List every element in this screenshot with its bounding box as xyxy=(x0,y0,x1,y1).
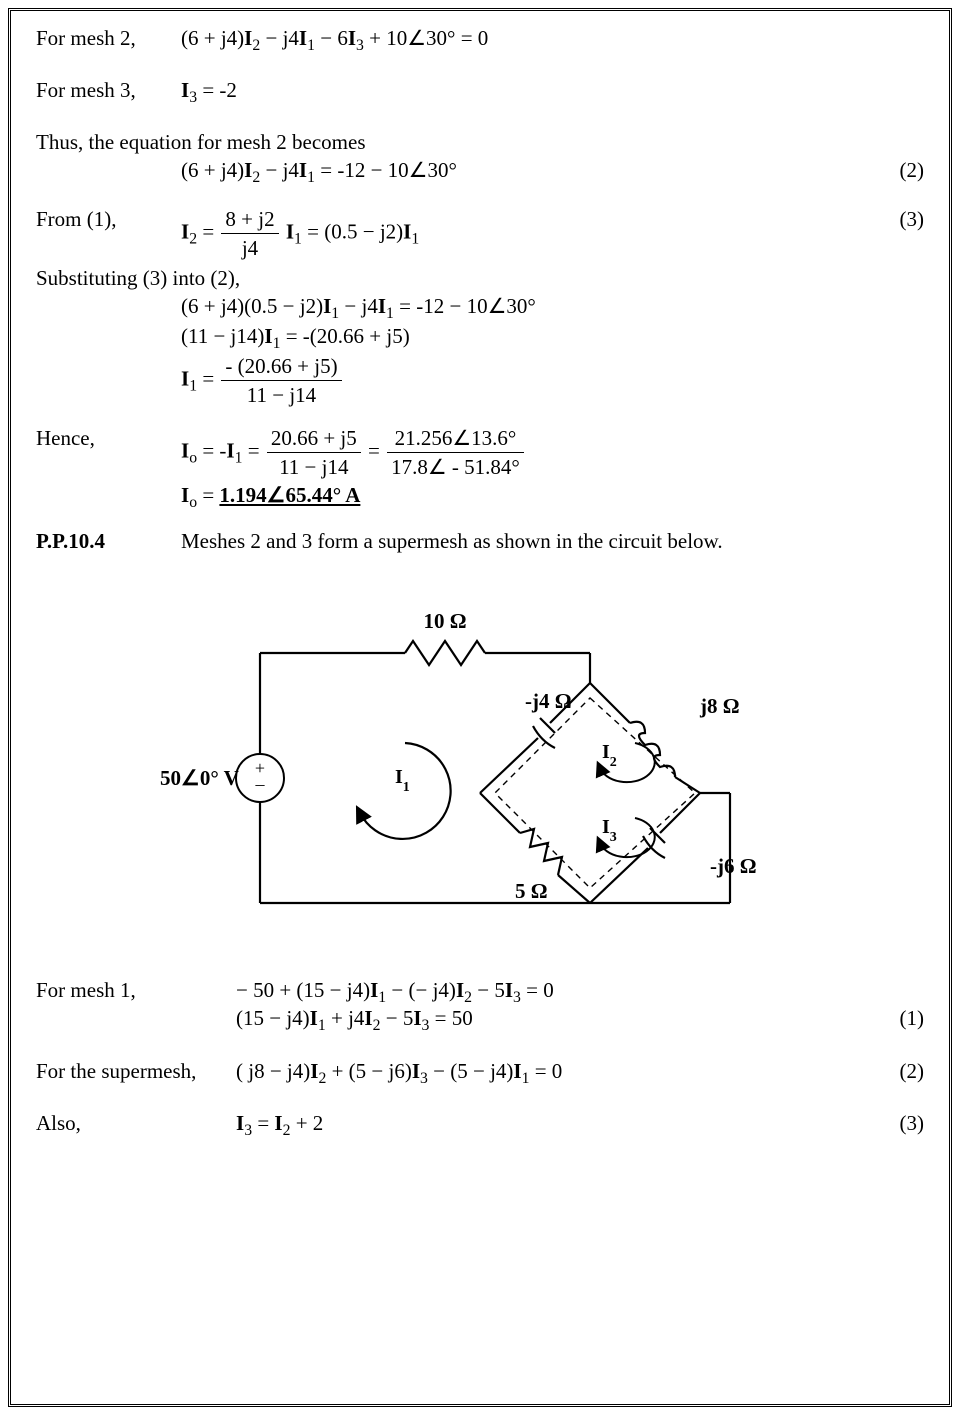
hence-equation: Io = -I1 = 20.66 + j5 11 − j14 = 21.256∠… xyxy=(181,426,924,479)
answer-row: Io = 1.194∠65.44° A xyxy=(36,483,924,507)
pp-text: Meshes 2 and 3 form a supermesh as shown… xyxy=(181,529,924,553)
hence-label: Hence, xyxy=(36,426,181,450)
z-br-label: -j6 Ω xyxy=(710,854,757,878)
mesh3-equation: I3 = -2 xyxy=(181,78,924,102)
z-tr-label: j8 Ω xyxy=(699,694,740,718)
loop3-label: I3 xyxy=(602,816,617,845)
m1-row-b: (15 − j4)I1 + j4I2 − 5I3 = 50 (1) xyxy=(36,1006,924,1030)
m1-eq-b: (15 − j4)I1 + j4I2 − 5I3 = 50 xyxy=(236,1006,884,1030)
sub-eq-c: I1 = - (20.66 + j5) 11 − j14 xyxy=(181,354,924,407)
circuit-diagram: + – 10 Ω -j4 Ω j8 Ω 5 Ω -j6 Ω 50∠0° V I1 xyxy=(36,573,924,948)
z-tl-label: -j4 Ω xyxy=(525,689,572,713)
eq3-equation: I2 = 8 + j2 j4 I1 = (0.5 − j2)I1 xyxy=(181,207,884,260)
also-eq: I3 = I2 + 2 xyxy=(236,1111,884,1135)
mesh2-row: For mesh 2, (6 + j4)I2 − j4I1 − 6I3 + 10… xyxy=(36,26,924,50)
sub-eq-b: (11 − j14)I1 = -(20.66 + j5) xyxy=(181,324,924,348)
sm-number: (2) xyxy=(884,1059,924,1083)
hence-row: Hence, Io = -I1 = 20.66 + j5 11 − j14 = … xyxy=(36,426,924,479)
also-number: (3) xyxy=(884,1111,924,1135)
also-row: Also, I3 = I2 + 2 (3) xyxy=(36,1111,924,1135)
thus-text: Thus, the equation for mesh 2 becomes xyxy=(36,130,924,154)
page-frame: For mesh 2, (6 + j4)I2 − j4I1 − 6I3 + 10… xyxy=(8,8,952,1407)
sm-label: For the supermesh, xyxy=(36,1059,236,1083)
sm-eq: ( j8 − j4)I2 + (5 − j6)I3 − (5 − j4)I1 =… xyxy=(236,1059,884,1083)
loop1-label: I1 xyxy=(395,766,410,795)
loop2-label: I2 xyxy=(602,741,617,770)
mesh2-equation: (6 + j4)I2 − j4I1 − 6I3 + 10∠30° = 0 xyxy=(181,26,924,50)
eq2-row: (6 + j4)I2 − j4I1 = -12 − 10∠30° (2) xyxy=(36,158,924,182)
substituting-text: Substituting (3) into (2), xyxy=(36,266,924,290)
eq2-number: (2) xyxy=(884,158,924,182)
from1-row: From (1), I2 = 8 + j2 j4 I1 = (0.5 − j2)… xyxy=(36,207,924,260)
sub-block: (6 + j4)(0.5 − j2)I1 − j4I1 = -12 − 10∠3… xyxy=(36,294,924,408)
m1-row: For mesh 1, − 50 + (15 − j4)I1 − (− j4)I… xyxy=(36,978,924,1002)
also-label: Also, xyxy=(36,1111,236,1135)
eq2-equation: (6 + j4)I2 − j4I1 = -12 − 10∠30° xyxy=(181,158,884,182)
m1-eq-a: − 50 + (15 − j4)I1 − (− j4)I2 − 5I3 = 0 xyxy=(236,978,924,1002)
r-top-label: 10 Ω xyxy=(423,609,466,633)
pp-row: P.P.10.4 Meshes 2 and 3 form a supermesh… xyxy=(36,529,924,553)
m1-number: (1) xyxy=(884,1006,924,1030)
m1-label: For mesh 1, xyxy=(36,978,236,1002)
svg-text:–: – xyxy=(255,774,266,794)
z-bl-label: 5 Ω xyxy=(515,879,548,903)
sub-eq-a: (6 + j4)(0.5 − j2)I1 − j4I1 = -12 − 10∠3… xyxy=(181,294,924,318)
source-label: 50∠0° V xyxy=(160,766,239,790)
final-answer: 1.194∠65.44° A xyxy=(219,483,360,507)
mesh3-row: For mesh 3, I3 = -2 xyxy=(36,78,924,102)
mesh2-label: For mesh 2, xyxy=(36,26,181,50)
pp-label: P.P.10.4 xyxy=(36,529,181,553)
sm-row: For the supermesh, ( j8 − j4)I2 + (5 − j… xyxy=(36,1059,924,1083)
eq3-number: (3) xyxy=(884,207,924,231)
mesh3-label: For mesh 3, xyxy=(36,78,181,102)
from1-label: From (1), xyxy=(36,207,181,231)
